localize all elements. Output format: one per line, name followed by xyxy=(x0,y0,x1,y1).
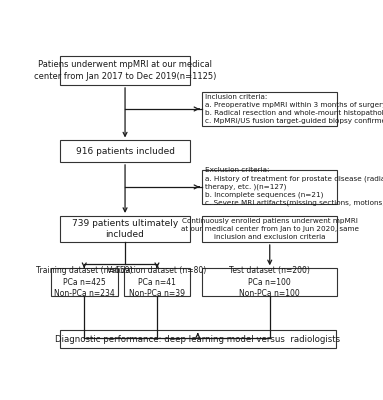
Text: Inclusion criteria:
a. Preoperative mpMRI within 3 months of surgery or puncture: Inclusion criteria: a. Preoperative mpMR… xyxy=(205,94,383,124)
FancyBboxPatch shape xyxy=(60,140,190,162)
Text: Continuously enrolled patiens underwent mpMRI
at our medical center from Jan to : Continuously enrolled patiens underwent … xyxy=(181,218,359,240)
FancyBboxPatch shape xyxy=(202,92,337,126)
FancyBboxPatch shape xyxy=(60,216,190,242)
Text: 739 patients ultimately
included: 739 patients ultimately included xyxy=(72,219,178,239)
FancyBboxPatch shape xyxy=(202,216,337,242)
Text: Test dataset (n=200)
PCa n=100
Non-PCa n=100: Test dataset (n=200) PCa n=100 Non-PCa n… xyxy=(229,266,310,298)
FancyBboxPatch shape xyxy=(202,268,337,296)
Text: 916 patients included: 916 patients included xyxy=(75,147,175,156)
FancyBboxPatch shape xyxy=(51,268,118,296)
FancyBboxPatch shape xyxy=(60,56,190,85)
Text: Patiens underwent mpMRI at our medical
center from Jan 2017 to Dec 2019(n=1125): Patiens underwent mpMRI at our medical c… xyxy=(34,60,216,80)
Text: Validation dataset (n=80)
PCa n=41
Non-PCa n=39: Validation dataset (n=80) PCa n=41 Non-P… xyxy=(107,266,206,298)
FancyBboxPatch shape xyxy=(124,268,190,296)
FancyBboxPatch shape xyxy=(60,330,336,348)
Text: Training dataset (n=659)
PCa n=425
Non-PCa n=234: Training dataset (n=659) PCa n=425 Non-P… xyxy=(36,266,133,298)
Text: Exclusion criteria:
a. History of treatment for prostate disease (radiation ther: Exclusion criteria: a. History of treatm… xyxy=(205,168,383,206)
FancyBboxPatch shape xyxy=(202,170,337,204)
Text: Diagnostic performance: deep learning model versus  radiologists: Diagnostic performance: deep learning mo… xyxy=(55,334,340,344)
